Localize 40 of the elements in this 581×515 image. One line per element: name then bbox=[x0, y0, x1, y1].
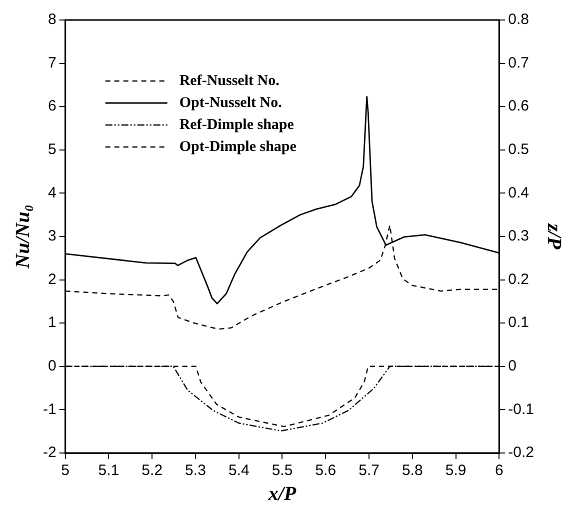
y-tick-label: 5 bbox=[48, 141, 56, 158]
y2-tick-label: 0.8 bbox=[508, 11, 530, 28]
y-tick-label: 3 bbox=[48, 228, 56, 245]
x-tick-label: 6 bbox=[494, 462, 504, 480]
y-tick-label: 7 bbox=[48, 54, 56, 72]
x-tick-label: 5 bbox=[61, 462, 70, 480]
legend-label: Ref-Nusselt No. bbox=[179, 72, 280, 89]
x-tick-label: 5.6 bbox=[315, 462, 336, 480]
y-tick-label: 8 bbox=[48, 11, 56, 28]
x-tick-label: 5.4 bbox=[228, 462, 250, 480]
x-tick-label: 5.8 bbox=[402, 462, 423, 480]
y2-axis-title: z/P bbox=[542, 222, 565, 250]
y-tick-label: 1 bbox=[48, 314, 56, 332]
y2-tick-label: 0.6 bbox=[508, 98, 530, 115]
y2-tick-label: 0.5 bbox=[508, 141, 530, 158]
x-tick-label: 5.5 bbox=[272, 462, 293, 480]
y2-tick-label: 0.7 bbox=[508, 54, 530, 72]
legend-label: Opt-Dimple shape bbox=[179, 138, 297, 155]
y-tick-label: -2 bbox=[42, 444, 56, 462]
y2-tick-label: 0.4 bbox=[508, 184, 530, 202]
y2-tick-label: 0.2 bbox=[508, 270, 530, 288]
y2-tick-label: 0.3 bbox=[508, 228, 530, 245]
x-tick-label: 5.3 bbox=[185, 462, 206, 480]
x-tick-label: 5.9 bbox=[445, 462, 466, 480]
legend-label: Opt-Nusselt No. bbox=[179, 94, 282, 111]
y2-tick-label: 0 bbox=[508, 358, 516, 375]
y-tick-label: 2 bbox=[48, 270, 56, 288]
x-tick-label: 5.1 bbox=[98, 462, 120, 480]
x-tick-label: 5.2 bbox=[142, 462, 163, 480]
x-axis-title: x/P bbox=[267, 483, 297, 506]
y-tick-label: -1 bbox=[42, 400, 56, 418]
y2-tick-label: -0.2 bbox=[508, 444, 534, 462]
y2-tick-label: 0.1 bbox=[508, 314, 530, 332]
y-tick-label: 4 bbox=[48, 184, 56, 202]
y2-tick-label: -0.1 bbox=[508, 400, 534, 418]
y-tick-label: 0 bbox=[48, 358, 56, 375]
legend-label: Ref-Dimple shape bbox=[179, 116, 294, 133]
x-tick-label: 5.7 bbox=[358, 462, 380, 480]
y-tick-label: 6 bbox=[48, 98, 56, 115]
y-axis-title: Nu/Nu₀ bbox=[12, 204, 34, 270]
